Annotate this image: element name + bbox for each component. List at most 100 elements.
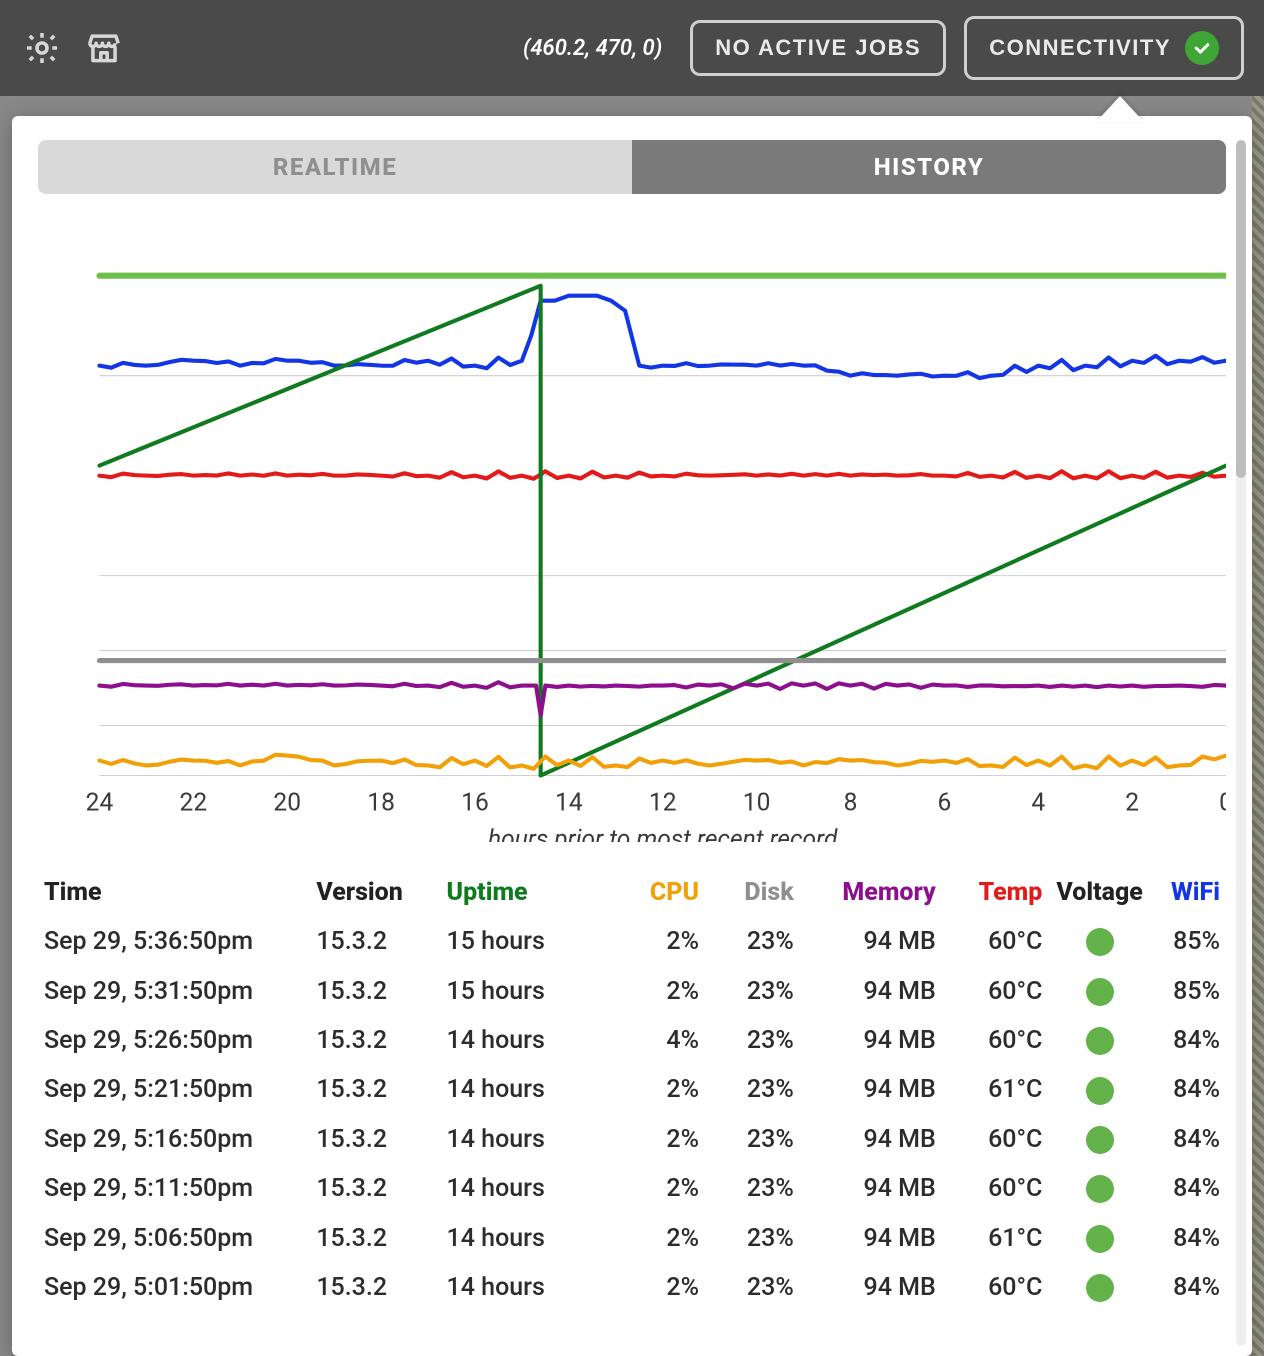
jobs-button[interactable]: NO ACTIVE JOBS: [690, 20, 946, 76]
col-memory: Memory: [798, 868, 940, 917]
cell-disk: 23%: [703, 1016, 798, 1065]
table-row: Sep 29, 5:21:50pm15.3.214 hours2%23%94 M…: [40, 1065, 1224, 1114]
table-row: Sep 29, 5:01:50pm15.3.214 hours2%23%94 M…: [40, 1263, 1224, 1312]
cell-time: Sep 29, 5:16:50pm: [40, 1115, 312, 1164]
cell-wifi: 84%: [1153, 1213, 1224, 1262]
cell-memory: 94 MB: [798, 1016, 940, 1065]
col-uptime: Uptime: [443, 868, 609, 917]
voltage-ok-icon: [1086, 1077, 1114, 1105]
svg-text:6: 6: [937, 787, 951, 816]
cell-temp: 60°C: [940, 1016, 1047, 1065]
chart-svg: 242220181614121086420hours prior to most…: [38, 242, 1226, 842]
connectivity-panel: REALTIME HISTORY 242220181614121086420ho…: [12, 116, 1252, 1356]
cell-version: 15.3.2: [312, 1065, 442, 1114]
cell-memory: 94 MB: [798, 966, 940, 1015]
cell-cpu: 4%: [608, 1016, 703, 1065]
cell-memory: 94 MB: [798, 1164, 940, 1213]
cell-cpu: 2%: [608, 1115, 703, 1164]
cell-version: 15.3.2: [312, 1213, 442, 1262]
cell-uptime: 14 hours: [443, 1115, 609, 1164]
svg-text:0: 0: [1219, 787, 1226, 816]
cell-disk: 23%: [703, 1164, 798, 1213]
jobs-label: NO ACTIVE JOBS: [715, 35, 921, 61]
cell-temp: 60°C: [940, 1263, 1047, 1312]
col-wifi: WiFi: [1153, 868, 1224, 917]
cell-voltage: [1046, 1164, 1153, 1213]
cell-disk: 23%: [703, 1213, 798, 1262]
table-row: Sep 29, 5:31:50pm15.3.215 hours2%23%94 M…: [40, 966, 1224, 1015]
tab-realtime-label: REALTIME: [273, 153, 397, 181]
svg-text:2: 2: [1125, 787, 1139, 816]
cell-disk: 23%: [703, 1065, 798, 1114]
cell-voltage: [1046, 1213, 1153, 1262]
cell-cpu: 2%: [608, 1213, 703, 1262]
cell-version: 15.3.2: [312, 966, 442, 1015]
svg-text:20: 20: [273, 787, 301, 816]
col-cpu: CPU: [608, 868, 703, 917]
history-chart: 242220181614121086420hours prior to most…: [38, 242, 1226, 842]
store-icon[interactable]: [82, 26, 126, 70]
tab-history-label: HISTORY: [874, 153, 985, 181]
cell-cpu: 2%: [608, 1065, 703, 1114]
voltage-ok-icon: [1086, 978, 1114, 1006]
cell-voltage: [1046, 1016, 1153, 1065]
cell-uptime: 15 hours: [443, 917, 609, 966]
cell-memory: 94 MB: [798, 1065, 940, 1114]
cell-temp: 61°C: [940, 1213, 1047, 1262]
cell-voltage: [1046, 966, 1153, 1015]
cell-time: Sep 29, 5:06:50pm: [40, 1213, 312, 1262]
cell-uptime: 14 hours: [443, 1213, 609, 1262]
cell-wifi: 84%: [1153, 1164, 1224, 1213]
tab-history[interactable]: HISTORY: [632, 140, 1226, 194]
cell-voltage: [1046, 1263, 1153, 1312]
cell-memory: 94 MB: [798, 1115, 940, 1164]
tab-realtime[interactable]: REALTIME: [38, 140, 632, 194]
cell-voltage: [1046, 1065, 1153, 1114]
cell-temp: 60°C: [940, 917, 1047, 966]
voltage-ok-icon: [1086, 1225, 1114, 1253]
svg-text:16: 16: [461, 787, 489, 816]
cell-voltage: [1046, 1115, 1153, 1164]
cell-time: Sep 29, 5:26:50pm: [40, 1016, 312, 1065]
cell-cpu: 2%: [608, 1164, 703, 1213]
cell-temp: 60°C: [940, 1115, 1047, 1164]
cell-voltage: [1046, 917, 1153, 966]
svg-text:14: 14: [555, 787, 583, 816]
col-temp: Temp: [940, 868, 1047, 917]
check-circle-icon: [1185, 31, 1219, 65]
cell-version: 15.3.2: [312, 1016, 442, 1065]
cell-cpu: 2%: [608, 917, 703, 966]
table-row: Sep 29, 5:36:50pm15.3.215 hours2%23%94 M…: [40, 917, 1224, 966]
scrollbar-thumb[interactable]: [1236, 140, 1246, 478]
svg-text:4: 4: [1031, 787, 1045, 816]
table-header-row: TimeVersionUptimeCPUDiskMemoryTempVoltag…: [40, 868, 1224, 917]
col-disk: Disk: [703, 868, 798, 917]
cell-wifi: 85%: [1153, 917, 1224, 966]
topbar: (460.2, 470, 0) NO ACTIVE JOBS CONNECTIV…: [0, 0, 1264, 96]
tabs: REALTIME HISTORY: [38, 140, 1226, 194]
cell-memory: 94 MB: [798, 1263, 940, 1312]
cell-uptime: 15 hours: [443, 966, 609, 1015]
svg-text:24: 24: [86, 787, 114, 816]
cell-time: Sep 29, 5:11:50pm: [40, 1164, 312, 1213]
cell-uptime: 14 hours: [443, 1263, 609, 1312]
table-row: Sep 29, 5:06:50pm15.3.214 hours2%23%94 M…: [40, 1213, 1224, 1262]
cell-cpu: 2%: [608, 1263, 703, 1312]
cell-wifi: 84%: [1153, 1115, 1224, 1164]
cell-time: Sep 29, 5:01:50pm: [40, 1263, 312, 1312]
svg-text:22: 22: [180, 787, 208, 816]
table-row: Sep 29, 5:26:50pm15.3.214 hours4%23%94 M…: [40, 1016, 1224, 1065]
col-version: Version: [312, 868, 442, 917]
voltage-ok-icon: [1086, 1027, 1114, 1055]
cell-memory: 94 MB: [798, 1213, 940, 1262]
gear-icon[interactable]: [20, 26, 64, 70]
voltage-ok-icon: [1086, 1274, 1114, 1302]
history-table: TimeVersionUptimeCPUDiskMemoryTempVoltag…: [38, 868, 1226, 1312]
background-strip: [1252, 96, 1264, 1356]
connectivity-button[interactable]: CONNECTIVITY: [964, 16, 1244, 80]
cell-disk: 23%: [703, 1263, 798, 1312]
cell-temp: 60°C: [940, 1164, 1047, 1213]
panel-scrollbar[interactable]: [1236, 140, 1246, 1346]
cell-wifi: 84%: [1153, 1263, 1224, 1312]
popover-arrow: [1096, 96, 1144, 122]
